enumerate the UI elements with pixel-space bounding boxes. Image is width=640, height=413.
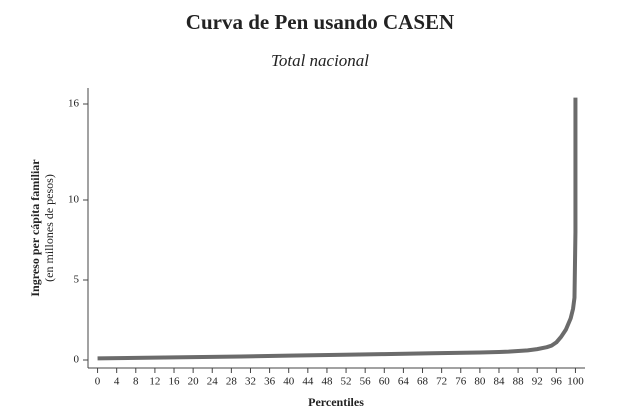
x-tick-label: 76 (455, 376, 467, 388)
x-tick-label: 0 (95, 376, 101, 388)
chart-subtitle: Total nacional (271, 51, 369, 70)
data-line (97, 97, 578, 361)
x-tick-label: 24 (207, 376, 219, 388)
x-tick-label: 40 (283, 376, 295, 388)
x-tick-label: 36 (264, 376, 276, 388)
x-tick-label: 60 (379, 376, 391, 388)
x-tick-label: 28 (226, 376, 238, 388)
y-axis-sublabel: (en millones de pesos) (42, 174, 56, 282)
x-tick-label: 88 (513, 376, 525, 388)
y-axis-label: Ingreso per cápita familiar (28, 159, 42, 297)
y-tick-label: 5 (74, 274, 80, 286)
x-tick-label: 92 (532, 376, 543, 388)
x-tick-label: 84 (493, 376, 505, 388)
x-tick-label: 44 (302, 376, 314, 388)
x-tick-label: 12 (149, 376, 160, 388)
x-tick-label: 32 (245, 376, 256, 388)
x-tick-label: 16 (169, 376, 181, 388)
x-tick-label: 72 (436, 376, 447, 388)
x-tick-label: 4 (114, 376, 120, 388)
x-tick-label: 56 (360, 376, 372, 388)
chart-title: Curva de Pen usando CASEN (186, 10, 454, 34)
x-tick-label: 48 (321, 376, 333, 388)
x-tick-label: 8 (133, 376, 139, 388)
x-tick-label: 20 (188, 376, 200, 388)
x-tick-label: 68 (417, 376, 429, 388)
x-tick-label: 64 (398, 376, 410, 388)
x-tick-label: 96 (551, 376, 563, 388)
x-tick-label: 52 (341, 376, 352, 388)
x-tick-label: 80 (474, 376, 486, 388)
x-tick-label: 100 (567, 376, 584, 388)
x-axis-label: Percentiles (308, 395, 364, 409)
y-tick-label: 0 (74, 354, 80, 366)
y-tick-label: 16 (68, 98, 80, 110)
y-tick-label: 10 (68, 194, 80, 206)
